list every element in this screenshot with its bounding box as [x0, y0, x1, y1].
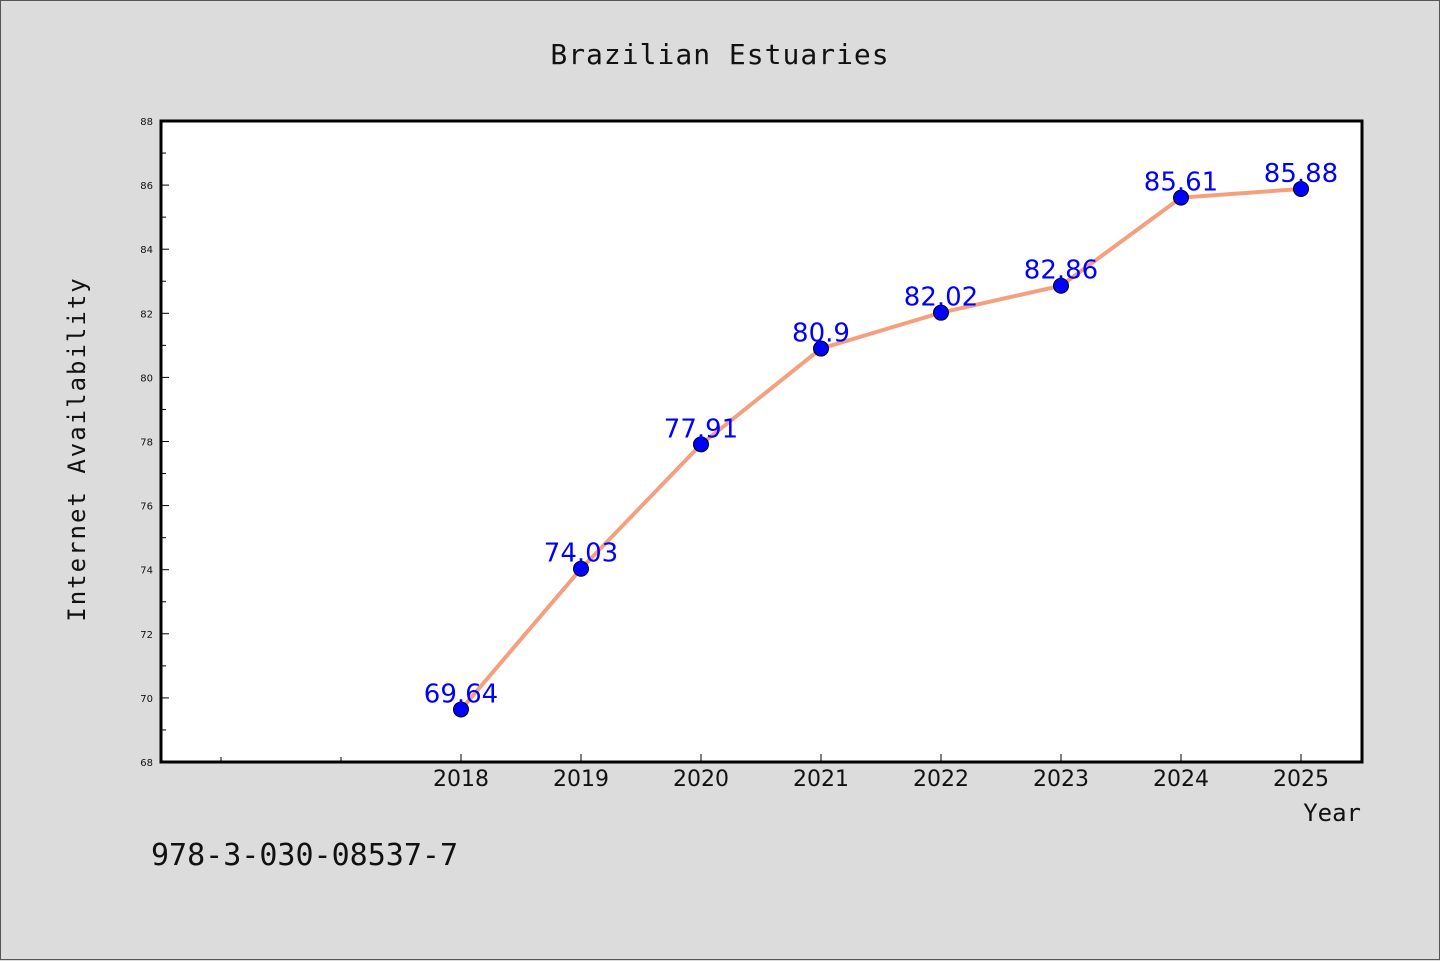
- data-label: 85.61: [1144, 168, 1218, 198]
- y-axis: 68 70 72 74 76 78 80 82 84 86 88: [140, 117, 169, 769]
- x-tick-label: 2019: [553, 767, 609, 792]
- data-point: [1293, 180, 1309, 197]
- y-tick-label: 80: [140, 373, 153, 384]
- x-axis-label: Year: [1303, 799, 1361, 827]
- data-label: 77.91: [664, 414, 738, 444]
- x-tick-label: 2022: [913, 767, 969, 792]
- y-tick-label: 82: [140, 309, 153, 320]
- series-line: [459, 186, 1302, 711]
- y-tick-label: 68: [140, 758, 153, 769]
- series-line-group: 69.64 74.03 77.91 80.9 82.02 82.86 85.61 85.88: [424, 159, 1338, 718]
- y-tick-label: 72: [140, 630, 153, 641]
- data-label: 74.03: [544, 539, 618, 569]
- x-tick-label: 2025: [1273, 767, 1329, 792]
- x-tick-label: 2018: [433, 767, 489, 792]
- y-tick-label: 76: [140, 502, 153, 513]
- x-axis: 2018 2019 2020 2021 2022 2023 2024 2025: [220, 754, 1329, 792]
- x-tick-label: 2020: [673, 767, 729, 792]
- data-label: 85.88: [1264, 159, 1338, 189]
- chart-title: Brazilian Estuaries: [550, 38, 889, 71]
- data-label: 80.9: [792, 319, 850, 349]
- y-tick-label: 74: [140, 566, 153, 577]
- data-point: [693, 436, 709, 453]
- data-point: [453, 701, 469, 718]
- y-tick-label: 86: [140, 181, 153, 192]
- footnote-text: 978-3-030-08537-7: [151, 838, 458, 873]
- data-point: [813, 340, 829, 357]
- data-point: [573, 560, 589, 577]
- data-label: 82.86: [1024, 256, 1098, 286]
- x-tick-label: 2024: [1153, 767, 1209, 792]
- y-axis-label: Internet Availability: [63, 276, 91, 621]
- y-tick-label: 84: [140, 245, 153, 256]
- data-label: 69.64: [424, 679, 498, 709]
- data-point: [1173, 189, 1189, 206]
- x-tick-label: 2023: [1033, 767, 1089, 792]
- data-point: [1053, 277, 1069, 294]
- y-tick-label: 78: [140, 438, 153, 449]
- data-label: 82.02: [904, 283, 978, 313]
- y-tick-label: 70: [140, 694, 153, 705]
- data-point: [933, 304, 949, 321]
- y-tick-label: 88: [140, 117, 153, 128]
- x-tick-label: 2021: [793, 767, 849, 792]
- plot-area: [159, 119, 1364, 764]
